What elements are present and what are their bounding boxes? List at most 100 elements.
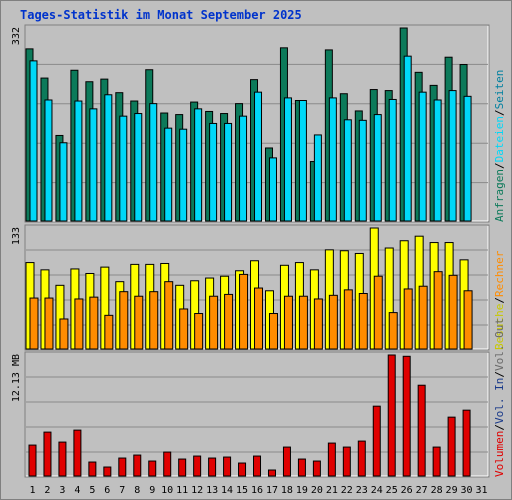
x-tick-label: 16 (251, 485, 263, 496)
dateien-bar (283, 97, 292, 222)
dateien-bar (179, 128, 188, 222)
legend-bottom: Volumen/Vol. In/Vol. Out (493, 318, 506, 477)
volumen-bar (387, 354, 396, 477)
x-tick-label: 7 (119, 485, 125, 496)
x-tick-label: 1 (29, 485, 35, 496)
rechner-bar (224, 293, 234, 350)
volumen-bar (118, 457, 127, 477)
x-tick-label: 12 (191, 485, 203, 496)
x-tick-label: 18 (281, 485, 293, 496)
dateien-bar (268, 157, 277, 222)
volumen-bar (267, 469, 276, 477)
volumen-bar (58, 441, 67, 477)
rechner-bar (149, 291, 159, 350)
dateien-bar (313, 134, 322, 222)
y-max-label: 332 (11, 27, 22, 45)
volumen-bar (253, 455, 262, 477)
legend-separator: / (493, 424, 506, 431)
volumen-bar (73, 429, 82, 477)
volumen-bar (103, 466, 112, 477)
x-tick-label: 11 (176, 485, 188, 496)
rechner-bar (388, 312, 398, 350)
x-tick-label: 21 (326, 485, 338, 496)
x-tick-label: 8 (134, 485, 140, 496)
legend-entry: Rechner (493, 250, 506, 297)
legend-entry: Seiten (493, 70, 506, 110)
legend-entry: Vol. In (493, 378, 506, 424)
chart-title: Tages-Statistik im Monat September 2025 (20, 8, 302, 22)
dateien-bar (448, 90, 457, 222)
rechner-bar (298, 295, 308, 350)
x-tick-label: 14 (221, 485, 233, 496)
x-tick-label: 15 (236, 485, 248, 496)
volumen-bar (432, 446, 441, 477)
rechner-bar (313, 298, 323, 350)
volumen-bar (43, 431, 52, 477)
dateien-bar (164, 127, 173, 222)
y-max-label: 133 (11, 227, 22, 245)
x-tick-label: 10 (161, 485, 173, 496)
rechner-bar (119, 291, 129, 350)
volumen-bar (447, 416, 456, 477)
rechner-bar (209, 295, 219, 350)
dateien-bar (44, 99, 53, 222)
rechner-bar (89, 296, 99, 350)
rechner-bar (239, 273, 249, 350)
rechner-bar (59, 318, 69, 350)
volumen-bar (148, 460, 157, 477)
rechner-bar (44, 297, 54, 350)
volumen-bar (297, 458, 306, 477)
x-tick-label: 23 (356, 485, 368, 496)
volumen-bar (88, 461, 97, 477)
dateien-bar (373, 114, 382, 222)
dateien-bar (119, 115, 128, 222)
legend-entry: Anfragen (493, 169, 506, 222)
volumen-bar (133, 454, 142, 477)
x-tick-label: 19 (296, 485, 308, 496)
dateien-bar (194, 108, 203, 222)
dateien-bar (298, 100, 307, 222)
rechner-bar (194, 313, 204, 350)
x-tick-label: 24 (371, 485, 383, 496)
volumen-bar (312, 460, 321, 477)
rechner-bar (463, 290, 473, 350)
x-tick-label: 2 (44, 485, 50, 496)
rechner-bar (343, 289, 353, 350)
legend-separator: / (493, 371, 506, 378)
dateien-bar (134, 113, 143, 222)
volumen-bar (417, 384, 426, 477)
dateien-bar (433, 99, 442, 222)
x-tick-label: 31 (475, 485, 487, 496)
rechner-bar (164, 281, 174, 350)
volumen-bar (282, 446, 291, 477)
x-tick-label: 25 (386, 485, 398, 496)
rechner-bar (328, 294, 338, 350)
rechner-bar (283, 295, 293, 350)
dateien-bar (104, 94, 113, 222)
volumen-bar (342, 446, 351, 477)
rechner-bar (268, 313, 278, 350)
x-tick-label: 26 (401, 485, 413, 496)
rechner-bar (74, 298, 84, 350)
legend-top: Anfragen/Dateien/Seiten (493, 70, 506, 222)
rechner-bar (179, 308, 189, 350)
legend-entry: Vol. Out (493, 318, 506, 371)
volumen-bar (327, 442, 336, 477)
volumen-bar (223, 456, 232, 477)
dateien-bar (59, 142, 68, 222)
rechner-bar (134, 295, 144, 350)
volumen-bar (193, 455, 202, 477)
volumen-bar (163, 451, 172, 477)
dateien-bar (403, 55, 412, 222)
rechner-bar (254, 287, 264, 350)
volumen-bar (372, 405, 381, 477)
legend-entry: Besuche (493, 304, 506, 350)
dateien-bar (89, 108, 98, 222)
x-tick-label: 5 (89, 485, 95, 496)
dateien-bar (343, 119, 352, 222)
x-tick-label: 4 (74, 485, 80, 496)
dateien-bar (29, 60, 38, 222)
rechner-bar (358, 293, 368, 350)
rechner-bar (29, 297, 39, 350)
